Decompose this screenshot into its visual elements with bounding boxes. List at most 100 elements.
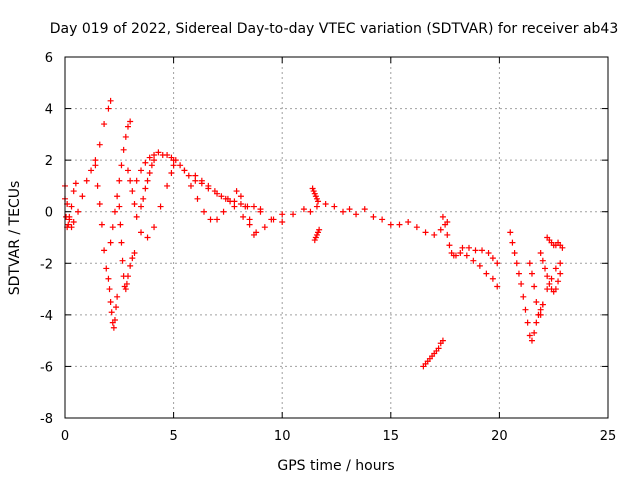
data-point xyxy=(537,306,544,313)
data-point xyxy=(261,224,268,231)
x-axis-label: GPS time / hours xyxy=(277,458,394,474)
data-point xyxy=(117,221,124,228)
data-point xyxy=(479,247,486,254)
data-point xyxy=(66,213,73,220)
y-axis-label: SDTVAR / TECUs xyxy=(7,181,23,296)
series-track-12 xyxy=(257,200,360,226)
data-point xyxy=(142,185,149,192)
data-point xyxy=(114,193,121,200)
series-track-22 xyxy=(537,249,564,295)
data-point xyxy=(346,206,353,213)
data-point xyxy=(250,203,257,210)
data-point xyxy=(92,157,99,164)
data-point xyxy=(192,172,199,179)
data-point xyxy=(539,301,546,308)
data-point xyxy=(524,319,531,326)
data-point xyxy=(181,167,188,174)
data-point xyxy=(96,200,103,207)
data-point xyxy=(552,286,559,293)
data-point xyxy=(315,198,322,205)
data-point xyxy=(290,211,297,218)
data-point xyxy=(107,298,114,305)
data-point xyxy=(507,229,514,236)
data-point xyxy=(127,177,134,184)
data-point xyxy=(316,226,323,233)
data-point xyxy=(144,177,151,184)
data-point xyxy=(431,231,438,238)
data-point xyxy=(439,337,446,344)
data-point xyxy=(68,203,75,210)
y-tick-label: -6 xyxy=(40,360,53,375)
y-tick-label: 6 xyxy=(45,51,53,66)
data-point xyxy=(437,226,444,233)
data-point xyxy=(370,213,377,220)
data-point xyxy=(533,298,540,305)
data-point xyxy=(70,188,77,195)
data-point xyxy=(187,182,194,189)
data-point xyxy=(185,172,192,179)
data-point xyxy=(279,211,286,218)
data-point xyxy=(83,177,90,184)
data-point xyxy=(70,219,77,226)
data-point xyxy=(144,234,151,241)
data-point xyxy=(528,270,535,277)
data-point xyxy=(539,257,546,264)
data-point xyxy=(396,221,403,228)
data-point xyxy=(405,219,412,226)
data-point xyxy=(119,257,126,264)
data-point xyxy=(537,311,544,318)
data-point xyxy=(148,162,155,169)
y-tick-label: 0 xyxy=(45,206,53,221)
data-point xyxy=(155,149,162,156)
data-point xyxy=(129,255,136,262)
data-point xyxy=(387,221,394,228)
data-point xyxy=(489,275,496,282)
data-point xyxy=(116,177,123,184)
data-point xyxy=(172,157,179,164)
data-point xyxy=(485,249,492,256)
data-point xyxy=(218,193,225,200)
data-point xyxy=(177,162,184,169)
data-point xyxy=(555,278,562,285)
data-point xyxy=(105,275,112,282)
y-tick-label: -4 xyxy=(40,309,53,324)
data-point xyxy=(157,203,164,210)
data-point xyxy=(118,239,125,246)
data-point xyxy=(439,213,446,220)
data-point xyxy=(151,151,158,158)
data-point xyxy=(201,208,208,215)
data-point xyxy=(113,304,120,311)
series-track-16 xyxy=(439,213,501,290)
data-point xyxy=(138,167,145,174)
data-point xyxy=(465,244,472,251)
data-point xyxy=(446,242,453,249)
data-point xyxy=(192,177,199,184)
series-track-21 xyxy=(544,234,566,251)
data-point xyxy=(489,255,496,262)
data-point xyxy=(313,203,320,210)
data-point xyxy=(101,121,108,128)
series-track-5 xyxy=(116,203,138,293)
data-point xyxy=(246,216,253,223)
data-point xyxy=(300,206,307,213)
x-tick-label: 5 xyxy=(169,429,177,444)
y-tick-label: 4 xyxy=(45,103,53,118)
data-point xyxy=(513,260,520,267)
data-point xyxy=(244,203,251,210)
data-point xyxy=(557,270,564,277)
plot-frame xyxy=(64,56,609,419)
data-point xyxy=(131,249,138,256)
data-point xyxy=(237,200,244,207)
data-point xyxy=(459,244,466,251)
data-point xyxy=(361,206,368,213)
series-track-14 xyxy=(311,226,323,244)
series-track-8 xyxy=(138,157,158,210)
data-point xyxy=(231,203,238,210)
data-point xyxy=(131,200,138,207)
x-tick-label: 10 xyxy=(274,429,291,444)
data-point xyxy=(522,306,529,313)
data-point xyxy=(124,167,131,174)
data-point xyxy=(413,224,420,231)
data-point xyxy=(237,193,244,200)
